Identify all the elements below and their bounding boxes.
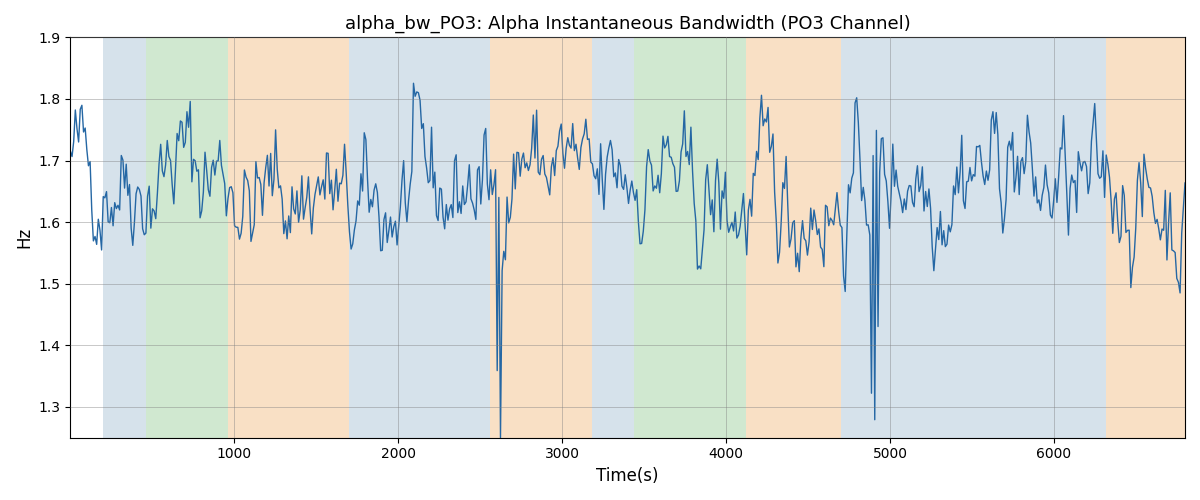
Bar — [592, 38, 635, 438]
Bar — [490, 38, 592, 438]
Bar — [745, 38, 841, 438]
Bar — [1106, 38, 1186, 438]
Bar — [103, 38, 146, 438]
Bar — [349, 38, 490, 438]
Title: alpha_bw_PO3: Alpha Instantaneous Bandwidth (PO3 Channel): alpha_bw_PO3: Alpha Instantaneous Bandwi… — [344, 15, 911, 34]
Bar — [635, 38, 745, 438]
Bar — [228, 38, 349, 438]
Y-axis label: Hz: Hz — [14, 227, 32, 248]
X-axis label: Time(s): Time(s) — [596, 467, 659, 485]
Bar — [146, 38, 228, 438]
Bar — [841, 38, 1106, 438]
